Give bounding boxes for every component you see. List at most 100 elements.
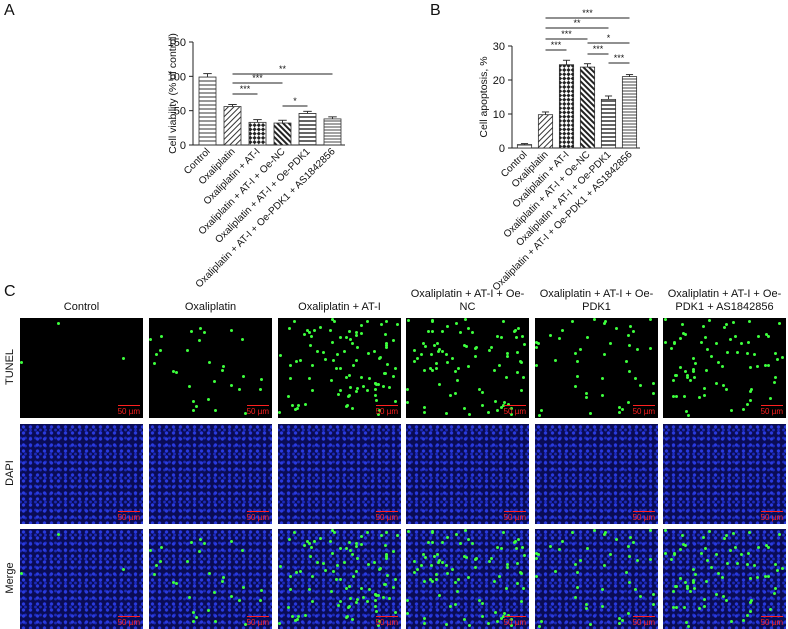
tunel-dot xyxy=(501,614,505,618)
tunel-dot xyxy=(648,529,652,533)
tunel-dot xyxy=(465,345,469,349)
tunel-dot xyxy=(349,549,353,553)
tunel-dot xyxy=(444,412,448,416)
tunel-dot xyxy=(335,353,339,356)
tunel-dot xyxy=(578,559,582,563)
tunel-dot xyxy=(286,395,290,399)
tunel-dot xyxy=(495,546,499,550)
panel-label: C xyxy=(4,283,16,300)
tunel-dot xyxy=(309,343,313,347)
tunel-dot xyxy=(415,567,419,571)
tunel-dot xyxy=(474,565,478,569)
tunel-dot xyxy=(309,554,313,558)
tunel-dot xyxy=(486,622,490,626)
tunel-dot xyxy=(652,382,655,386)
tunel-dot xyxy=(394,366,398,370)
tunel-dot xyxy=(467,575,471,579)
tunel-dot xyxy=(278,410,282,414)
tunel-dot xyxy=(688,378,692,382)
tunel-dot xyxy=(221,580,224,584)
tunel-dot xyxy=(781,355,785,359)
tunel-dot xyxy=(331,552,335,556)
tunel-dot xyxy=(213,408,217,412)
tunel-dot xyxy=(692,580,696,584)
tunel-dot xyxy=(648,347,652,351)
tunel-dot xyxy=(359,332,363,335)
tunel-dot xyxy=(355,345,359,349)
tunel-dot xyxy=(506,355,510,359)
tunel-dot xyxy=(437,347,441,351)
tunel-dot xyxy=(346,394,350,398)
significance-label: ** xyxy=(279,64,287,74)
tunel-dot xyxy=(186,348,190,352)
tunel-dot xyxy=(704,369,708,373)
tunel-dot xyxy=(202,541,206,545)
tunel-dot xyxy=(755,576,759,580)
tunel-dot xyxy=(437,383,441,387)
tunel-dot xyxy=(560,540,564,544)
tunel-dot xyxy=(355,598,359,602)
tunel-dot xyxy=(478,599,482,603)
tunel-dot xyxy=(344,336,348,340)
micrograph: 50 µm xyxy=(20,529,143,629)
tunel-dot xyxy=(539,619,543,623)
tunel-dot xyxy=(537,552,541,556)
tunel-dot xyxy=(535,346,539,350)
tunel-dot xyxy=(197,550,201,553)
tunel-dot xyxy=(349,338,353,342)
y-axis-label: Cell viability (% of control) xyxy=(167,33,179,154)
tunel-dot xyxy=(382,385,386,388)
tunel-dot xyxy=(557,337,561,341)
tunel-dot xyxy=(374,382,378,385)
tunel-dot xyxy=(463,318,467,322)
tunel-dot xyxy=(481,404,484,408)
tunel-dot xyxy=(692,567,696,571)
tunel-dot xyxy=(297,614,301,618)
tunel-dot xyxy=(437,350,440,354)
tunel-dot xyxy=(359,543,363,546)
tunel-dot xyxy=(509,413,513,417)
tunel-dot xyxy=(586,336,590,339)
tunel-dot xyxy=(652,392,656,396)
tunel-dot xyxy=(333,531,337,534)
micrograph: 50 µm xyxy=(149,424,272,524)
bar xyxy=(621,76,638,149)
tunel-dot xyxy=(172,580,176,584)
tunel-dot xyxy=(289,588,293,592)
bar xyxy=(248,121,267,146)
tunel-dot xyxy=(345,614,349,618)
tunel-dot xyxy=(682,606,686,610)
tunel-dot xyxy=(601,394,605,398)
column-header: Oxaliplatin xyxy=(184,301,237,313)
significance-label: *** xyxy=(240,84,251,94)
tunel-dot xyxy=(638,384,642,387)
tunel-dot xyxy=(766,363,770,367)
tunel-dot xyxy=(213,380,217,384)
tunel-dot xyxy=(706,347,710,351)
scale-bar: 50 µm xyxy=(760,616,783,627)
tunel-dot xyxy=(432,344,436,348)
tunel-dot xyxy=(570,320,574,323)
tunel-dot xyxy=(669,347,673,351)
micrograph: 50 µm xyxy=(278,318,401,418)
tunel-dot xyxy=(192,399,196,403)
tunel-dot xyxy=(221,575,225,579)
tunel-dot xyxy=(683,543,687,547)
tunel-dot xyxy=(463,529,467,533)
tunel-dot xyxy=(293,320,296,324)
tunel-dot xyxy=(535,552,539,556)
tunel-dot xyxy=(714,553,718,557)
tunel-dot xyxy=(279,564,283,568)
tunel-dot xyxy=(149,337,153,341)
tunel-dot xyxy=(154,563,158,567)
tunel-dot xyxy=(746,352,750,356)
tunel-dot xyxy=(344,547,348,551)
tunel-dot xyxy=(345,403,349,407)
tunel-dot xyxy=(515,562,519,566)
tunel-dot xyxy=(681,534,685,537)
micrograph: 50 µm xyxy=(663,318,786,418)
tunel-dot xyxy=(516,326,520,330)
tunel-dot xyxy=(197,339,201,342)
tunel-dot xyxy=(539,408,543,412)
